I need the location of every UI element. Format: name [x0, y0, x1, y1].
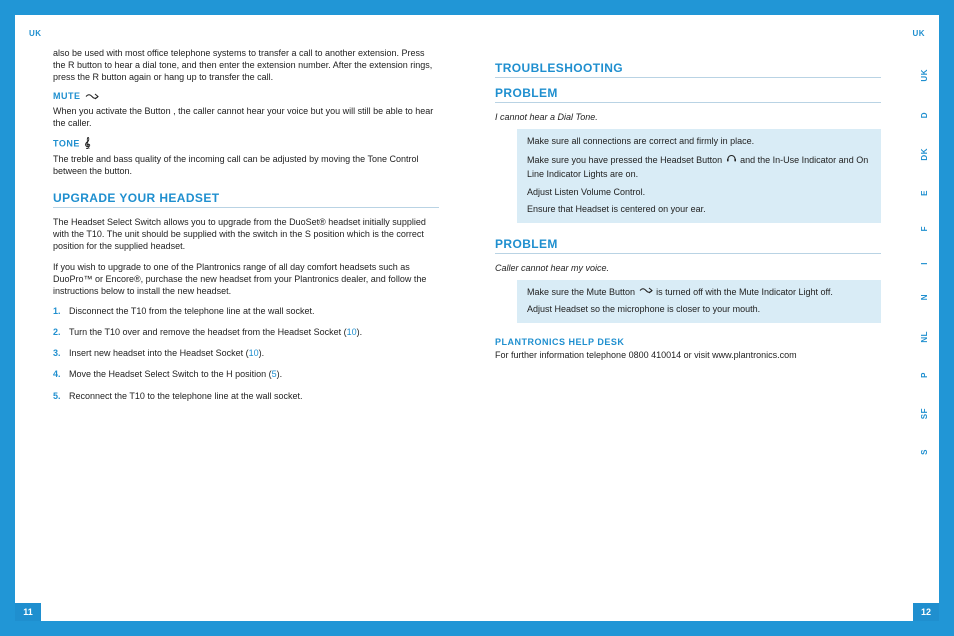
headset-icon [726, 153, 737, 169]
region-tag-right: UK [912, 29, 925, 38]
page-spread: UK also be used with most office telepho… [15, 15, 939, 621]
upgrade-p1: The Headset Select Switch allows you to … [53, 216, 439, 252]
problem2-statement: Caller cannot hear my voice. [495, 262, 881, 274]
solution-line: Ensure that Headset is centered on your … [527, 203, 871, 217]
step-text: Turn the T10 over and remove the headset… [69, 327, 362, 337]
page-number-right: 12 [913, 603, 939, 621]
lang-tab[interactable]: DK [920, 148, 929, 161]
lang-tab[interactable]: N [920, 294, 929, 300]
lang-tab[interactable]: S [920, 449, 929, 455]
upgrade-steps: Disconnect the T10 from the telephone li… [53, 305, 439, 402]
lang-tab[interactable]: NL [920, 331, 929, 343]
tone-body: The treble and bass quality of the incom… [53, 153, 439, 177]
step-text: Reconnect the T10 to the telephone line … [69, 391, 303, 401]
solution-line: Make sure you have pressed the Headset B… [527, 153, 871, 182]
svg-text:𝄞: 𝄞 [84, 137, 91, 149]
troubleshooting-heading: TROUBLESHOOTING [495, 61, 881, 75]
lang-tab[interactable]: D [920, 112, 929, 118]
solution-line: Adjust Listen Volume Control. [527, 186, 871, 200]
helpdesk-heading: PLANTRONICS HELP DESK [495, 337, 881, 347]
page-number-left: 11 [15, 603, 41, 621]
language-tabs: UK D DK E F I N NL P SF S [920, 69, 929, 455]
step-text: Move the Headset Select Switch to the H … [69, 369, 282, 379]
step-text: Disconnect the T10 from the telephone li… [69, 306, 314, 316]
problem2-solutions: Make sure the Mute Button is turned off … [517, 280, 881, 323]
list-item: Move the Headset Select Switch to the H … [53, 368, 439, 380]
ts-rule [495, 77, 881, 78]
mute-body: When you activate the Button , the calle… [53, 105, 439, 129]
right-page: UK TROUBLESHOOTING PROBLEM I cannot hear… [467, 15, 939, 621]
lang-tab[interactable]: I [920, 262, 929, 265]
left-page: UK also be used with most office telepho… [15, 15, 467, 621]
upgrade-heading: UPGRADE YOUR HEADSET [53, 191, 439, 205]
mute-heading-label: MUTE [53, 91, 81, 101]
problem1-solutions: Make sure all connections are correct an… [517, 129, 881, 223]
lang-tab[interactable]: SF [920, 408, 929, 419]
helpdesk-body: For further information telephone 0800 4… [495, 349, 881, 361]
lang-tab[interactable]: P [920, 372, 929, 378]
problem1-heading: PROBLEM [495, 86, 881, 100]
tone-heading-label: TONE [53, 138, 80, 148]
solution-line: Make sure the Mute Button is turned off … [527, 286, 871, 300]
step-text: Insert new headset into the Headset Sock… [69, 348, 264, 358]
intro-text: also be used with most office telephone … [53, 47, 439, 83]
mute-icon [639, 286, 653, 300]
p2-rule [495, 253, 881, 254]
list-item: Disconnect the T10 from the telephone li… [53, 305, 439, 317]
solution-line: Make sure all connections are correct an… [527, 135, 871, 149]
lang-tab[interactable]: E [920, 190, 929, 196]
list-item: Turn the T10 over and remove the headset… [53, 326, 439, 338]
tone-heading: TONE 𝄞 [53, 137, 439, 151]
upgrade-rule [53, 207, 439, 208]
mute-heading: MUTE [53, 91, 439, 102]
lang-tab[interactable]: F [920, 226, 929, 231]
upgrade-p2: If you wish to upgrade to one of the Pla… [53, 261, 439, 297]
list-item: Insert new headset into the Headset Sock… [53, 347, 439, 359]
problem2-heading: PROBLEM [495, 237, 881, 251]
solution-line: Adjust Headset so the microphone is clos… [527, 303, 871, 317]
list-item: Reconnect the T10 to the telephone line … [53, 390, 439, 402]
p1-rule [495, 102, 881, 103]
tone-icon: 𝄞 [84, 137, 92, 151]
region-tag-left: UK [29, 29, 42, 38]
lang-tab[interactable]: UK [920, 69, 929, 82]
problem1-statement: I cannot hear a Dial Tone. [495, 111, 881, 123]
mute-icon [85, 92, 99, 103]
